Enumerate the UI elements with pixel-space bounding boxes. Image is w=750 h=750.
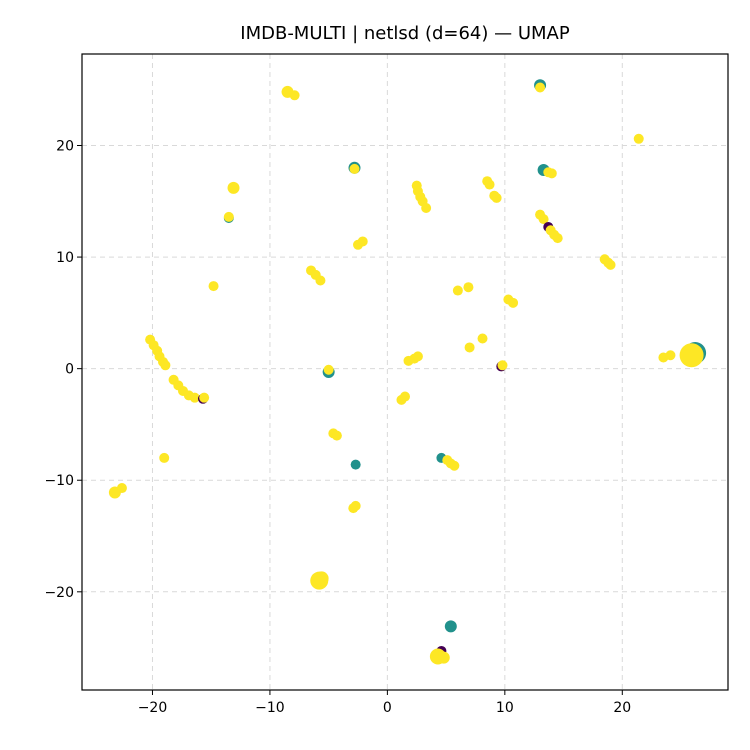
data-point xyxy=(314,571,329,586)
data-point xyxy=(160,360,171,371)
x-tick-label: 0 xyxy=(383,700,392,716)
grid xyxy=(82,54,728,690)
data-point xyxy=(535,82,546,93)
x-tick-label: 10 xyxy=(496,700,514,716)
y-tick-label: −10 xyxy=(44,473,74,489)
data-point xyxy=(116,483,127,494)
data-point xyxy=(189,392,200,403)
data-point xyxy=(331,430,342,441)
data-point xyxy=(227,181,240,194)
data-point xyxy=(679,343,704,368)
data-point xyxy=(323,364,334,375)
data-point xyxy=(633,133,644,144)
data-point xyxy=(199,392,210,403)
data-point xyxy=(552,233,563,244)
points xyxy=(108,79,707,665)
x-tick-label: 20 xyxy=(613,700,631,716)
data-point xyxy=(357,236,368,247)
chart-title: IMDB-MULTI | netlsd (d=64) — UMAP xyxy=(240,23,570,44)
data-point xyxy=(421,202,432,213)
data-point xyxy=(350,500,361,511)
data-point xyxy=(605,259,616,270)
data-point xyxy=(400,391,410,402)
data-point xyxy=(484,179,495,190)
data-point xyxy=(452,285,463,296)
data-point xyxy=(444,620,457,633)
data-point xyxy=(546,168,557,179)
data-point xyxy=(159,452,170,463)
data-point xyxy=(315,275,326,286)
data-point xyxy=(497,360,508,371)
y-tick-label: −20 xyxy=(44,585,74,601)
data-point xyxy=(464,342,475,353)
data-point xyxy=(491,192,502,203)
data-point xyxy=(350,459,361,470)
x-tick-label: −10 xyxy=(255,700,285,716)
data-point xyxy=(208,281,219,292)
data-point xyxy=(538,214,549,225)
y-tick-label: 0 xyxy=(65,362,74,378)
y-tick-label: 20 xyxy=(56,138,74,154)
data-point xyxy=(223,211,234,222)
data-point xyxy=(449,460,460,471)
data-point xyxy=(289,90,300,101)
x-axis: −20 −10 0 10 20 xyxy=(138,690,631,716)
data-point xyxy=(437,651,450,664)
data-point xyxy=(349,163,360,174)
plot-area xyxy=(81,53,729,691)
y-tick-label: 10 xyxy=(56,250,74,266)
data-point xyxy=(463,282,474,293)
data-point xyxy=(477,333,488,344)
x-tick-label: −20 xyxy=(138,700,168,716)
y-axis: −20 −10 0 10 20 xyxy=(44,138,82,601)
data-point xyxy=(508,297,519,308)
data-point xyxy=(412,351,423,362)
data-point xyxy=(665,350,676,361)
